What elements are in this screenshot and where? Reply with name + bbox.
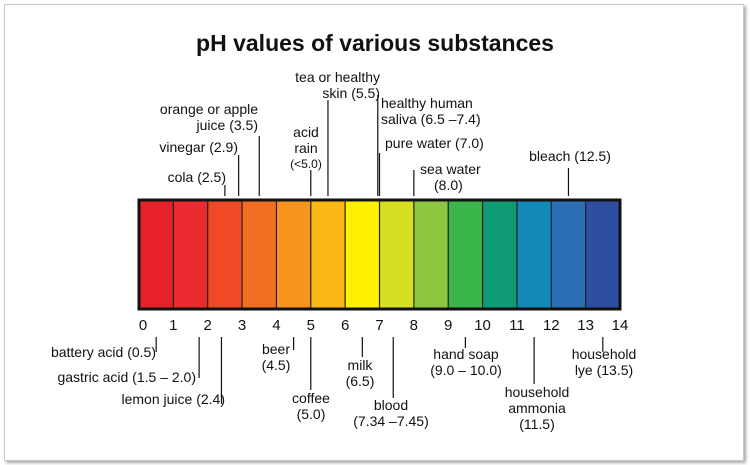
label-line: hand soap xyxy=(433,346,499,362)
label-line: beer xyxy=(261,341,291,357)
label-saliva: healthy human saliva (6.5 –7.4) xyxy=(381,95,531,127)
tick-label: 12 xyxy=(543,317,560,334)
label-line: orange or apple xyxy=(159,101,258,117)
ph-segment xyxy=(345,200,380,309)
tick-label: 4 xyxy=(272,317,280,334)
tick-label: 7 xyxy=(375,317,383,334)
label-ammonia: household ammonia (11.5) xyxy=(494,384,580,432)
tick-label: 9 xyxy=(444,317,452,334)
label-line: saliva (6.5 –7.4) xyxy=(381,111,481,127)
label-line: (8.0) xyxy=(434,177,463,193)
ph-segment xyxy=(276,200,312,309)
label-coffee: coffee (5.0) xyxy=(283,390,339,422)
label-cola: cola (2.5) xyxy=(110,169,226,185)
label-line: rain xyxy=(294,140,318,156)
label-hand-soap: hand soap (9.0 – 10.0) xyxy=(420,346,512,378)
label-line: juice (3.5) xyxy=(196,117,258,133)
label-line: (<5.0) xyxy=(290,157,322,171)
label-beer: beer (4.5) xyxy=(254,341,298,373)
label-pure-water: pure water (7.0) xyxy=(385,135,525,151)
ph-segment xyxy=(242,200,277,309)
ph-segment xyxy=(379,200,415,309)
label-line: (9.0 – 10.0) xyxy=(430,362,502,378)
tick-label: 1 xyxy=(169,317,177,334)
label-line: (6.5) xyxy=(345,373,375,389)
label-line: coffee xyxy=(292,390,330,406)
label-line: (5.0) xyxy=(296,406,326,422)
tick-label: 13 xyxy=(577,317,594,334)
label-line: tea or healthy xyxy=(295,69,380,85)
ph-segment xyxy=(413,200,449,309)
label-line: ammonia xyxy=(508,400,566,416)
label-gastric-acid: gastric acid (1.5 – 2.0) xyxy=(20,369,196,385)
ph-segment xyxy=(173,200,209,309)
label-line: (11.5) xyxy=(519,416,555,432)
label-line: sea water xyxy=(420,161,481,177)
ph-segment xyxy=(207,200,243,309)
label-line: (7.34 –7.45) xyxy=(353,413,429,429)
label-line: bleach (12.5) xyxy=(529,148,611,164)
tick-label: 0 xyxy=(139,317,147,334)
ph-segment xyxy=(139,200,174,309)
label-line: household xyxy=(571,346,637,362)
label-orange-juice: orange or apple juice (3.5) xyxy=(120,101,258,133)
page-title: pH values of various substances xyxy=(196,30,554,56)
label-blood: blood (7.34 –7.45) xyxy=(345,397,437,429)
ph-segment xyxy=(516,200,552,309)
label-line: skin (5.5) xyxy=(322,85,380,101)
label-lemon-juice: lemon juice (2.4) xyxy=(80,391,226,407)
label-line: battery acid (0.5) xyxy=(50,344,156,360)
tick-label: 10 xyxy=(474,317,491,334)
tick-label: 3 xyxy=(238,317,246,334)
label-line: pure water (7.0) xyxy=(385,135,484,151)
label-line: milk xyxy=(347,357,373,373)
label-acid-rain: acid rain (<5.0) xyxy=(276,124,336,172)
label-milk: milk (6.5) xyxy=(336,357,384,389)
tick-label: 14 xyxy=(612,317,629,334)
tick-label: 11 xyxy=(509,317,525,334)
label-line: blood xyxy=(373,397,409,413)
tick-label: 8 xyxy=(410,317,418,334)
label-sea-water: sea water (8.0) xyxy=(420,161,510,193)
ph-segment xyxy=(448,200,484,309)
ph-segment xyxy=(482,200,518,309)
label-line: (4.5) xyxy=(261,357,291,373)
ph-segment xyxy=(585,200,621,309)
label-lye: household lye (13.5) xyxy=(562,346,646,378)
label-bleach: bleach (12.5) xyxy=(510,148,630,164)
label-line: acid xyxy=(293,124,319,140)
ph-segment xyxy=(551,200,587,309)
label-line: lemon juice (2.4) xyxy=(121,391,226,407)
tick-label: 6 xyxy=(341,317,349,334)
label-line: gastric acid (1.5 – 2.0) xyxy=(57,369,196,385)
label-line: healthy human xyxy=(381,95,473,111)
tick-label: 5 xyxy=(307,317,315,334)
label-line: lye (13.5) xyxy=(574,362,634,378)
label-line: cola (2.5) xyxy=(167,169,226,185)
label-tea: tea or healthy skin (5.5) xyxy=(250,69,380,101)
label-line: household xyxy=(504,384,570,400)
label-battery-acid: battery acid (0.5) xyxy=(20,344,156,360)
label-line: vinegar (2.9) xyxy=(159,139,238,155)
tick-label: 2 xyxy=(204,317,212,334)
bar-border xyxy=(137,198,622,311)
label-vinegar: vinegar (2.9) xyxy=(110,139,238,155)
ph-segment xyxy=(310,200,346,309)
